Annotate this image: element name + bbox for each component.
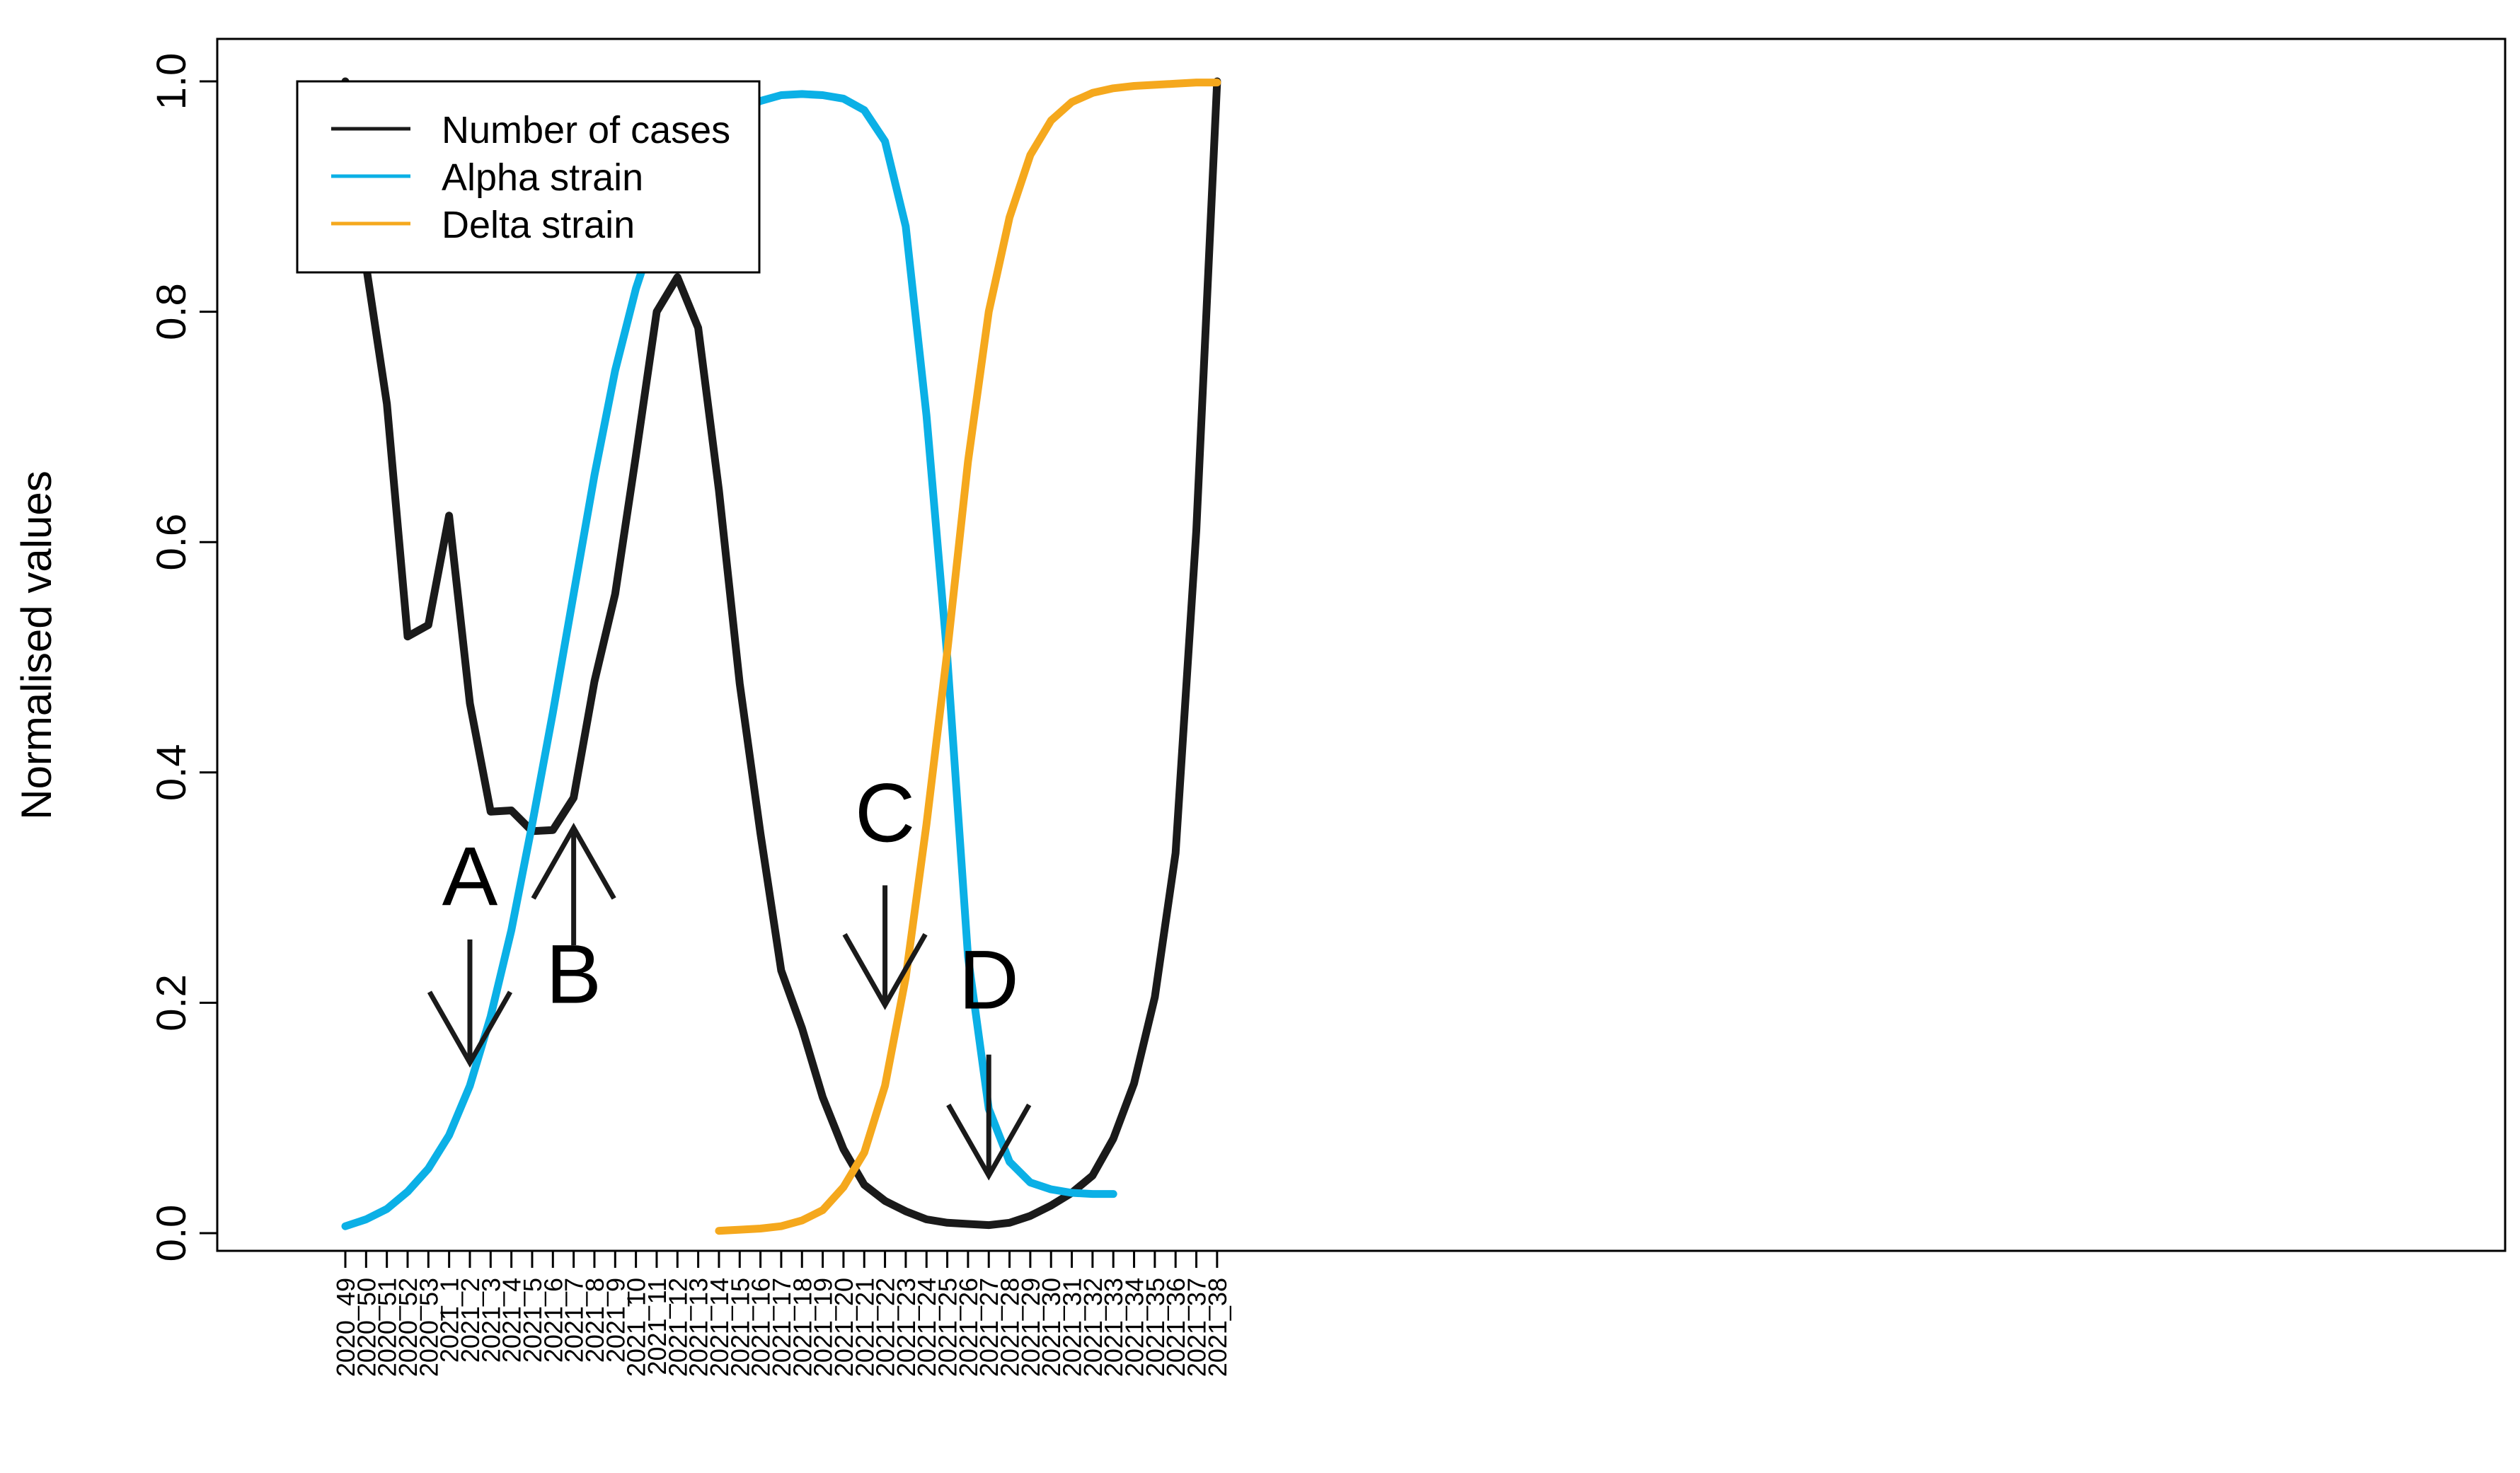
x-tick-label: 2021_1 xyxy=(435,1278,464,1363)
y-tick-label: 0.6 xyxy=(149,514,195,571)
x-tick-label: 2021_7 xyxy=(560,1278,589,1363)
annotation-arrow-head-a xyxy=(427,990,513,1068)
legend-entry-label: Delta strain xyxy=(442,204,635,246)
x-tick-label: 2021_23 xyxy=(892,1278,921,1377)
x-tick-label: 2021_5 xyxy=(518,1278,547,1363)
x-tick-label: 2021_15 xyxy=(725,1278,754,1377)
y-tick-label: 0.2 xyxy=(149,974,195,1032)
x-tick-label: 2021_27 xyxy=(974,1278,1003,1377)
x-tick-label: 2021_34 xyxy=(1120,1278,1149,1377)
x-axis: 2020_492020_502020_512020_522020_532021_… xyxy=(331,1249,1232,1377)
x-tick-label: 2021_21 xyxy=(850,1278,879,1377)
x-tick-label: 2021_16 xyxy=(747,1278,776,1377)
x-tick-label: 2020_50 xyxy=(352,1278,381,1377)
legend: Number of cases Alpha strain Delta strain xyxy=(296,80,761,274)
x-tick-label: 2021_4 xyxy=(497,1278,527,1363)
x-tick-label: 2021_17 xyxy=(767,1278,796,1377)
x-tick-label: 2021_24 xyxy=(912,1278,941,1377)
annotation-label-c: C xyxy=(855,766,915,860)
x-tick-label: 2021_35 xyxy=(1141,1278,1170,1377)
y-tick-label: 0.8 xyxy=(149,283,195,340)
annotation-arrow-head-c xyxy=(842,932,928,1010)
x-tick-label: 2021_18 xyxy=(788,1278,817,1377)
legend-entry-label: Number of cases xyxy=(442,109,730,151)
x-tick-label: 2021_6 xyxy=(539,1278,568,1363)
x-tick-label: 2021_22 xyxy=(871,1278,900,1377)
x-tick-label: 2021_25 xyxy=(933,1278,962,1377)
annotation-label-a: A xyxy=(442,830,498,923)
x-tick-label: 2021_28 xyxy=(996,1278,1025,1377)
x-tick-label: 2021_12 xyxy=(663,1278,692,1377)
x-tick-label: 2021_29 xyxy=(1016,1278,1045,1377)
annotation-arrow-head-b xyxy=(531,822,616,900)
y-axis: 0.0 0.2 0.4 0.6 0.8 1.0 xyxy=(149,53,219,1262)
x-tick-label: 2020_49 xyxy=(331,1278,360,1377)
annotation-label-d: D xyxy=(959,934,1019,1027)
annotation-layer: AB CD xyxy=(427,766,1032,1181)
x-tick-label: 2021_30 xyxy=(1037,1278,1066,1377)
legend-entry-label: Alpha strain xyxy=(442,156,643,199)
x-tick-label: 2020_51 xyxy=(373,1278,402,1377)
y-tick-label: 0.0 xyxy=(149,1205,195,1262)
x-tick-label: 2021_3 xyxy=(476,1278,505,1363)
x-tick-label: 2021_14 xyxy=(705,1278,734,1377)
x-tick-label: 2021_8 xyxy=(580,1278,609,1363)
annotation-arrow-head-d xyxy=(946,1103,1032,1181)
x-tick-label: 2021_20 xyxy=(829,1278,858,1377)
x-tick-label: 2021_26 xyxy=(954,1278,983,1377)
x-tick-label: 2020_53 xyxy=(414,1278,443,1377)
y-tick-label: 1.0 xyxy=(149,53,195,110)
x-tick-label: 2021_36 xyxy=(1161,1278,1190,1377)
x-tick-label: 2021_10 xyxy=(622,1278,651,1377)
x-tick-label: 2021_38 xyxy=(1203,1278,1232,1377)
y-axis-label: Normalised values xyxy=(13,470,60,820)
x-tick-label: 2021_32 xyxy=(1078,1278,1107,1377)
x-tick-label: 2021_37 xyxy=(1183,1278,1212,1377)
x-tick-label: 2021_9 xyxy=(601,1278,630,1363)
y-tick-label: 0.4 xyxy=(149,744,195,801)
x-tick-label: 2021_13 xyxy=(684,1278,713,1377)
x-tick-label: 2021_33 xyxy=(1099,1278,1128,1377)
x-tick-label: 2020_52 xyxy=(393,1278,422,1377)
annotation-label-b: B xyxy=(546,928,602,1021)
x-tick-label: 2021_31 xyxy=(1058,1278,1087,1377)
x-tick-label: 2021_19 xyxy=(809,1278,838,1377)
x-tick-label: 2021_2 xyxy=(456,1278,485,1363)
x-tick-label: 2021_11 xyxy=(643,1278,672,1375)
series-line-delta-strain xyxy=(715,79,1221,1235)
